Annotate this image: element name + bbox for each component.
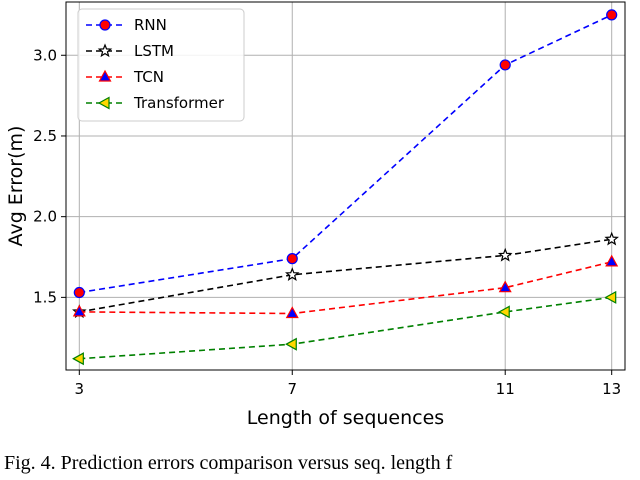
series-rnn: [73, 9, 618, 299]
series-tcn: [72, 254, 619, 319]
legend-item: LSTM: [86, 42, 174, 60]
plot-frame: [65, 1, 626, 371]
y-tick-label: 3.0: [33, 46, 57, 64]
legend-label: RNN: [134, 16, 167, 34]
series-line: [79, 261, 612, 315]
data-point: [604, 290, 617, 304]
x-tick-label: 7: [287, 380, 297, 398]
data-point: [498, 280, 512, 293]
legend-label: TCN: [133, 68, 164, 86]
legend-item: RNN: [86, 16, 167, 34]
y-tick-label: 2.5: [33, 127, 57, 145]
legend-marker: [98, 69, 112, 82]
data-point: [286, 253, 298, 265]
legend: RNN LSTM TCN Transformer: [77, 8, 245, 122]
data-point: [499, 59, 511, 71]
x-tick-label: 3: [75, 380, 85, 398]
legend-box: [77, 8, 245, 122]
data-point: [285, 306, 299, 319]
data-point: [284, 267, 300, 281]
legend-marker: [99, 19, 111, 31]
y-tick-label: 1.5: [33, 288, 57, 306]
series-transformer: [72, 290, 617, 366]
data-point: [73, 286, 85, 299]
legend-label: Transformer: [133, 94, 225, 112]
series-group: [72, 9, 619, 366]
legend-marker: [97, 43, 113, 58]
y-axis-label: Avg Error(m): [5, 126, 27, 247]
x-tick-label: 13: [602, 380, 621, 398]
y-tick-label: 2.0: [33, 208, 57, 226]
series-lstm: [72, 231, 619, 319]
data-point: [72, 352, 84, 366]
data-point: [285, 337, 297, 351]
x-tick-label: 11: [496, 380, 515, 398]
x-axis-label: Length of sequences: [247, 407, 444, 429]
ticks: 3 7 11 13 1.5 2.0 2.5 3.0: [33, 46, 621, 398]
data-point: [497, 305, 510, 319]
series-line: [79, 296, 612, 360]
legend-marker: [97, 96, 110, 110]
legend-label: LSTM: [134, 42, 174, 60]
legend-item: Transformer: [86, 94, 225, 112]
series-line: [79, 238, 612, 313]
legend-item: TCN: [86, 68, 164, 86]
series-line: [79, 14, 613, 294]
figure-caption: Fig. 4. Prediction errors comparison ver…: [4, 452, 453, 474]
data-point: [606, 9, 618, 21]
data-point: [497, 247, 513, 262]
chart: 3 7 11 13 1.5 2.0 2.5 3.0 RNN LSTM TCN Transformer…: [5, 1, 626, 429]
data-point: [604, 231, 619, 246]
data-point: [72, 304, 86, 317]
data-point: [605, 254, 619, 267]
